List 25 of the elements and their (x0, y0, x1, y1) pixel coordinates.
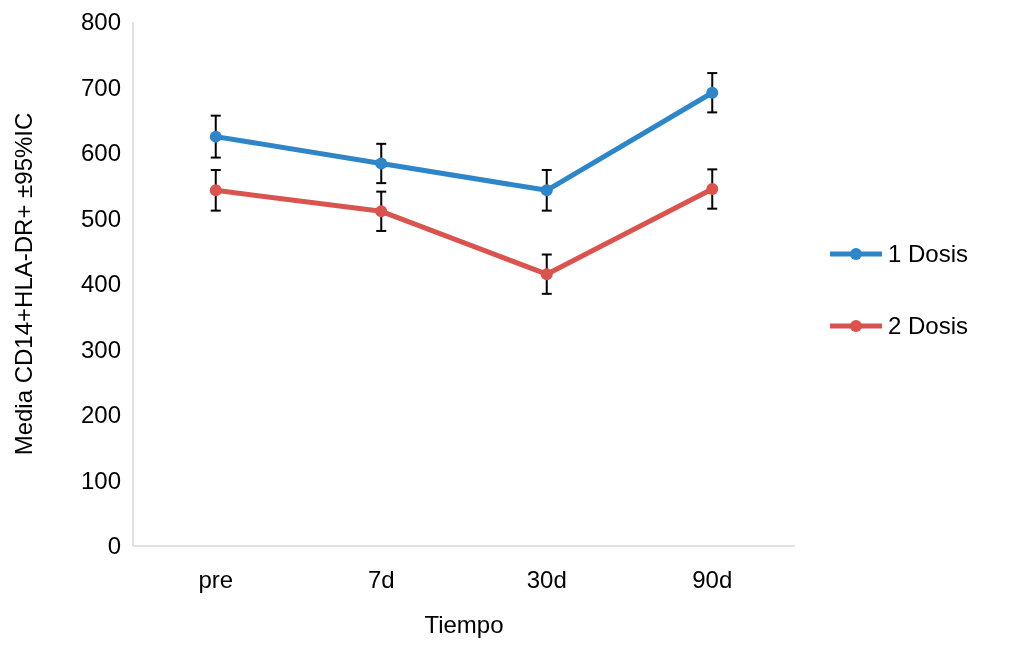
point (375, 157, 388, 170)
y-tick-label: 300 (80, 335, 121, 363)
x-tick-label: 7d (367, 566, 395, 593)
y-tick-label: 800 (80, 8, 121, 36)
y-tick-label: 200 (80, 401, 121, 429)
x-tick-label: 90d (692, 566, 733, 593)
y-tick-label: 500 (80, 204, 121, 232)
y-axis-title: Media CD14+HLA-DR+ ±95%IC (10, 112, 37, 456)
point (209, 130, 222, 143)
point (540, 184, 553, 197)
y-tick-label: 100 (80, 466, 121, 494)
legend-label: 1 Dosis (888, 240, 969, 268)
x-tick-label: pre (198, 566, 234, 593)
y-tick-label: 600 (80, 139, 121, 167)
x-tick-label: 30d (526, 566, 567, 593)
point (209, 184, 222, 197)
legend-label: 2 Dosis (888, 312, 969, 340)
y-tick-label: 700 (80, 73, 121, 101)
point (540, 268, 553, 281)
point (375, 205, 388, 218)
point (706, 86, 719, 99)
x-axis-title: Tiempo (424, 611, 504, 638)
y-tick-label: 0 (107, 532, 121, 560)
point (706, 183, 719, 196)
y-tick-label: 400 (80, 270, 121, 298)
